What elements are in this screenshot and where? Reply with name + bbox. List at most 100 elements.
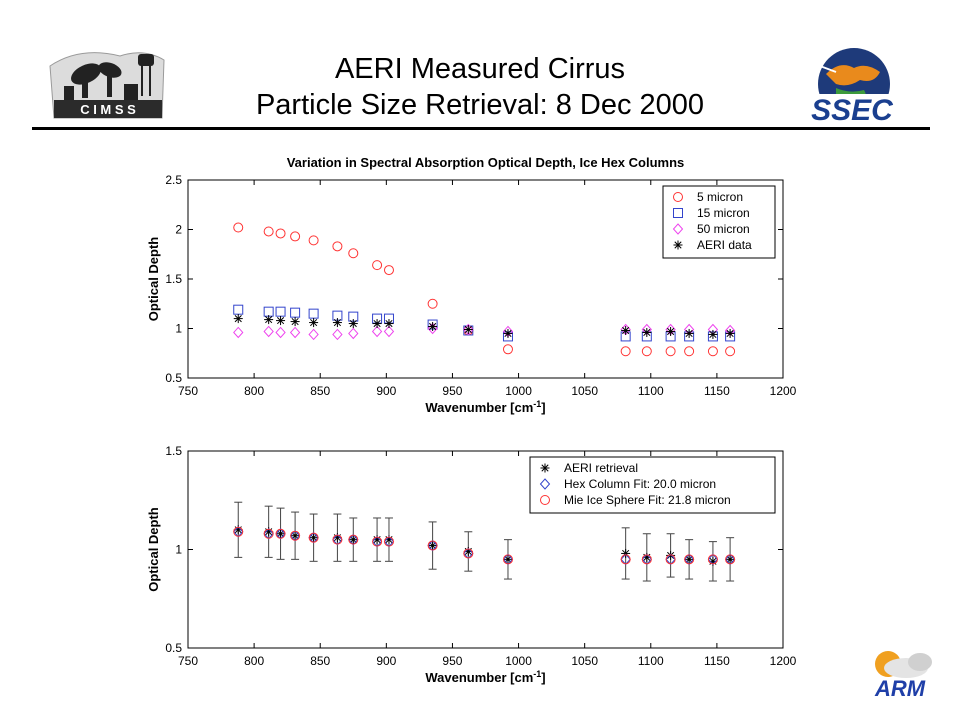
- top-point-50-micron: [332, 328, 343, 341]
- top-point-aeri-data: [621, 325, 631, 335]
- bottom-legend-marker: [540, 463, 550, 473]
- title-underline: [32, 127, 930, 130]
- top-point-5-micron: [275, 228, 286, 239]
- top-point-aeri-data: [428, 322, 438, 332]
- bottom-y-axis-label: Optical Depth: [146, 507, 161, 592]
- top-y-tick-label: 2: [175, 223, 182, 237]
- top-x-tick-label: 1200: [770, 384, 797, 398]
- bottom-x-tick-label: 1200: [770, 654, 797, 668]
- bottom-point-mie-ice-sphere-fit-21-8-micron: [290, 530, 301, 541]
- top-point-aeri-data: [290, 317, 300, 327]
- top-x-tick-label: 800: [244, 384, 264, 398]
- top-x-tick-label: 750: [178, 384, 198, 398]
- top-point-5-micron: [707, 346, 718, 357]
- arm-logo-text: ARM: [874, 676, 926, 701]
- bottom-point-mie-ice-sphere-fit-21-8-micron: [707, 554, 718, 565]
- top-y-tick-label: 0.5: [165, 371, 182, 385]
- bottom-point-mie-ice-sphere-fit-21-8-micron: [684, 554, 695, 565]
- top-point-aeri-data: [348, 319, 358, 329]
- top-point-50-micron: [348, 327, 359, 340]
- bottom-point-mie-ice-sphere-fit-21-8-micron: [641, 554, 652, 565]
- bottom-y-tick-label: 1.5: [165, 444, 182, 458]
- bottom-legend-label: AERI retrieval: [564, 461, 638, 475]
- bottom-x-tick-label: 900: [376, 654, 396, 668]
- top-point-50-micron: [275, 326, 286, 339]
- top-point-5-micron: [725, 346, 736, 357]
- bottom-point-mie-ice-sphere-fit-21-8-micron: [308, 532, 319, 543]
- top-x-axis-label: Wavenumber [cm-1]: [425, 399, 545, 415]
- top-legend-label: 5 micron: [697, 190, 743, 204]
- bottom-point-mie-ice-sphere-fit-21-8-micron: [383, 536, 394, 547]
- top-x-tick-label: 950: [442, 384, 462, 398]
- bottom-point-mie-ice-sphere-fit-21-8-micron: [620, 554, 631, 565]
- bottom-point-mie-ice-sphere-fit-21-8-micron: [332, 534, 343, 545]
- top-point-aeri-data: [309, 318, 319, 328]
- top-chart-title: Variation in Spectral Absorption Optical…: [287, 155, 685, 170]
- top-legend-label: 50 micron: [697, 222, 750, 236]
- top-x-tick-label: 900: [376, 384, 396, 398]
- top-x-tick-label: 1100: [638, 384, 664, 398]
- bottom-point-mie-ice-sphere-fit-21-8-micron: [463, 548, 474, 559]
- top-point-5-micron: [308, 235, 319, 246]
- top-y-axis-label: Optical Depth: [146, 237, 161, 322]
- bottom-x-tick-label: 1150: [704, 654, 730, 668]
- top-point-aeri-data: [642, 327, 652, 337]
- bottom-legend-marker: [539, 478, 551, 490]
- top-point-5-micron: [372, 260, 383, 271]
- bottom-x-axis-label: Wavenumber [cm-1]: [425, 669, 545, 685]
- sun-cloud-icon: [875, 651, 932, 678]
- bottom-point-mie-ice-sphere-fit-21-8-micron: [502, 554, 513, 565]
- bottom-x-tick-label: 1050: [571, 654, 598, 668]
- cimss-logo: C I M S S: [49, 52, 165, 119]
- top-point-aeri-data: [503, 328, 513, 338]
- bottom-chart: 750 800 850 900 950 1000 1050 1100 1150 1200 0.5 1 1…: [146, 444, 797, 685]
- top-point-5-micron: [263, 226, 274, 237]
- top-point-5-micron: [332, 241, 343, 252]
- bottom-point-mie-ice-sphere-fit-21-8-micron: [372, 536, 383, 547]
- bottom-point-mie-ice-sphere-fit-21-8-micron: [233, 526, 244, 537]
- top-x-tick-label: 1150: [704, 384, 730, 398]
- top-point-5-micron: [620, 346, 631, 357]
- top-x-tick-label: 1050: [571, 384, 598, 398]
- top-x-tick-label: 1000: [505, 384, 532, 398]
- top-point-5-micron: [348, 248, 359, 259]
- bottom-legend-label: Mie Ice Sphere Fit: 21.8 micron: [564, 493, 731, 507]
- top-chart: Variation in Spectral Absorption Optical…: [146, 155, 797, 415]
- top-point-aeri-data: [233, 314, 243, 324]
- top-point-50-micron: [383, 325, 395, 338]
- bottom-x-tick-label: 1100: [638, 654, 664, 668]
- bottom-point-mie-ice-sphere-fit-21-8-micron: [665, 554, 676, 565]
- top-point-50-micron: [308, 328, 319, 341]
- top-point-aeri-data: [332, 318, 342, 328]
- bottom-legend-marker: [540, 495, 550, 505]
- top-legend-box: [662, 185, 776, 259]
- bottom-legend-box: [529, 456, 776, 514]
- radar-dish-icon: [64, 62, 138, 100]
- top-y-tick-label: 1: [175, 322, 182, 336]
- bottom-point-mie-ice-sphere-fit-21-8-micron: [275, 528, 286, 539]
- top-point-50-micron: [463, 323, 474, 336]
- top-point-aeri-data: [264, 315, 274, 325]
- top-y-tick-label: 2.5: [165, 173, 182, 187]
- top-legend-marker: [673, 192, 683, 202]
- top-point-5-micron: [641, 346, 652, 357]
- cimss-logo-text: C I M S S: [80, 102, 136, 117]
- top-legend-marker: [673, 240, 683, 250]
- ssec-logo: SSEC: [796, 48, 908, 126]
- bottom-legend-label: Hex Column Fit: 20.0 micron: [564, 477, 716, 491]
- arm-logo: ARM: [874, 651, 932, 701]
- top-point-aeri-data: [725, 328, 735, 338]
- top-legend-label: AERI data: [697, 238, 752, 252]
- bottom-y-tick-label: 1: [175, 543, 182, 557]
- top-point-5-micron: [427, 298, 438, 309]
- bottom-x-tick-label: 950: [442, 654, 462, 668]
- bottom-point-mie-ice-sphere-fit-21-8-micron: [348, 534, 359, 545]
- top-y-tick-label: 1.5: [165, 272, 182, 286]
- top-legend: 5 micron 15 micron 50 micron AERI data: [662, 185, 776, 259]
- top-point-50-micron: [233, 326, 244, 339]
- slide-title-line1: AERI Measured Cirrus: [334, 53, 626, 85]
- top-point-50-micron: [371, 325, 383, 338]
- top-point-50-micron: [263, 325, 274, 338]
- top-point-aeri-data: [463, 324, 473, 334]
